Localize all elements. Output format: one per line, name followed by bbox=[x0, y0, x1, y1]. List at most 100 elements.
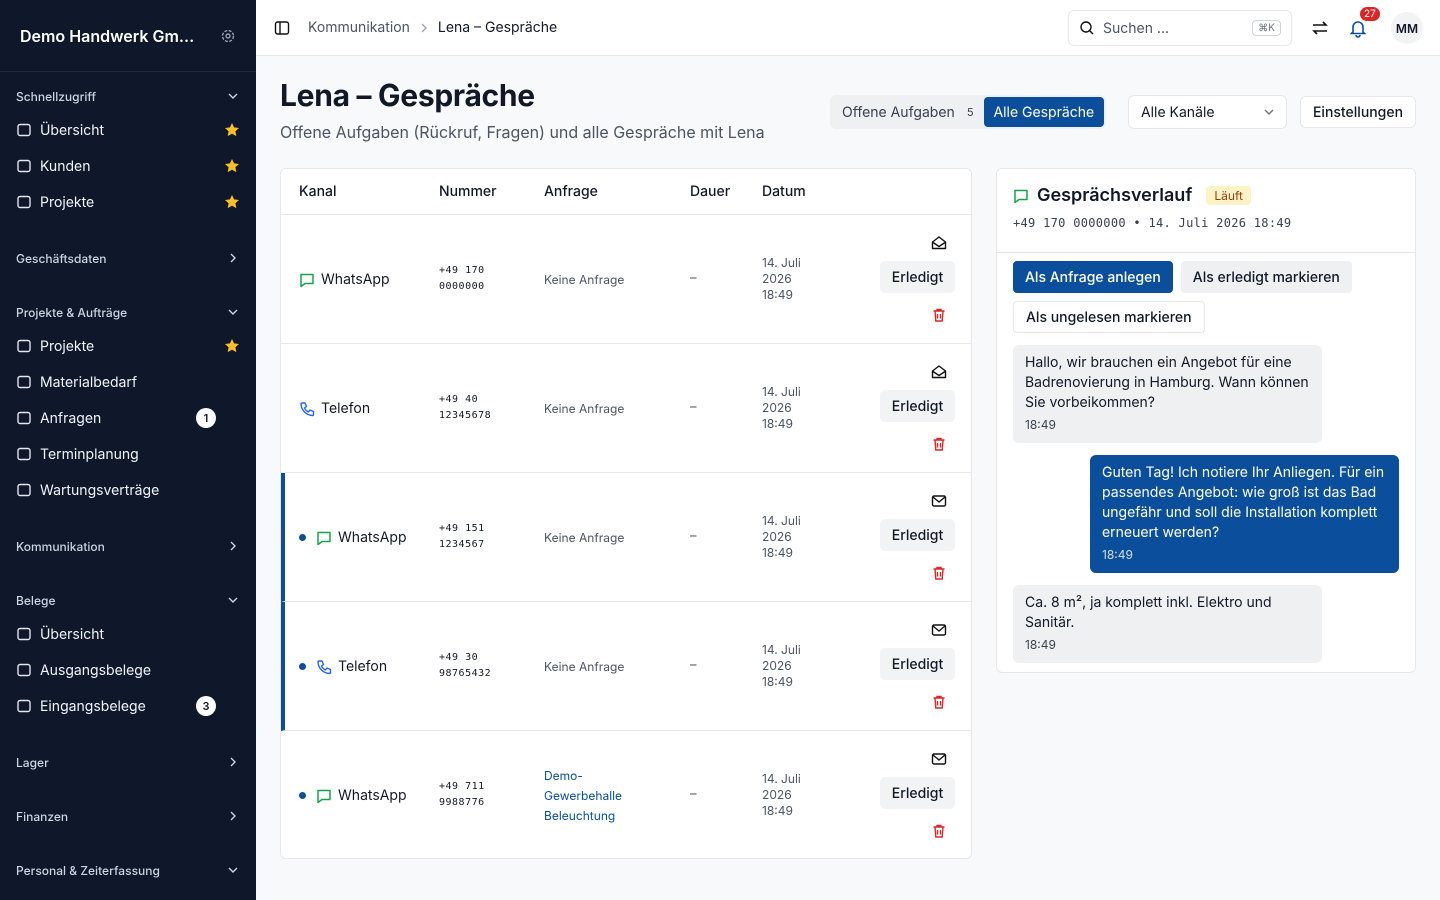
done-button[interactable]: Erledigt bbox=[880, 519, 955, 551]
nav-item[interactable]: Projekte bbox=[0, 328, 256, 364]
nav-icon bbox=[17, 699, 31, 713]
done-button[interactable]: Erledigt bbox=[880, 261, 955, 293]
request: Keine Anfrage bbox=[544, 529, 625, 545]
channel: Telefon bbox=[338, 658, 388, 675]
section-chevron bbox=[228, 597, 238, 603]
sidebar-toggle[interactable] bbox=[274, 20, 290, 36]
mail-icon[interactable] bbox=[931, 751, 947, 767]
tab[interactable]: Offene Aufgaben 5 bbox=[832, 97, 984, 127]
section-header[interactable]: Kommunikation bbox=[0, 530, 256, 562]
message: Ca. 8 m², ja komplett inkl. Elektro und … bbox=[1013, 585, 1322, 663]
section-chevron bbox=[230, 757, 236, 767]
delete-icon[interactable] bbox=[931, 565, 947, 581]
nav-item[interactable]: Terminplanung bbox=[0, 436, 256, 472]
table-row[interactable]: Telefon +49 30 98765432 Keine Anfrage – 14. … bbox=[281, 602, 971, 731]
nav-item[interactable]: Projekte bbox=[0, 184, 256, 220]
avatar[interactable]: MM bbox=[1391, 12, 1423, 44]
mail-icon[interactable] bbox=[931, 622, 947, 638]
channel: Telefon bbox=[321, 400, 371, 417]
notifications-icon[interactable] bbox=[1348, 18, 1368, 38]
mail-icon[interactable] bbox=[931, 364, 947, 380]
topbar: Kommunikation Lena – Gespräche Suchen ..… bbox=[256, 0, 1440, 56]
nav-section: Schnellzugriff Übersicht Kunden Projekte bbox=[0, 80, 256, 242]
table-row[interactable]: WhatsApp +49 711 9988776 Demo-Gewerbehalle… bbox=[281, 731, 971, 858]
nav-item[interactable]: Materialbedarf bbox=[0, 364, 256, 400]
table-row[interactable]: WhatsApp +49 151 1234567 Keine Anfrage – 14.… bbox=[281, 473, 971, 602]
nav-icon bbox=[17, 663, 31, 677]
table-header: Kanal Nummer Anfrage Dauer Datum bbox=[281, 169, 971, 215]
table-row[interactable]: Telefon +49 40 12345678 Keine Anfrage – 14. … bbox=[281, 344, 971, 473]
settings-icon[interactable] bbox=[220, 28, 236, 44]
request[interactable]: Demo-Gewerbehalle Beleuchtung bbox=[544, 767, 623, 823]
nav-item[interactable]: Übersicht bbox=[0, 616, 256, 652]
tab[interactable]: Alle Gespräche bbox=[983, 97, 1105, 127]
mail-icon[interactable] bbox=[931, 493, 947, 509]
section-header[interactable]: Schnellzugriff bbox=[0, 80, 256, 112]
company-header[interactable]: Demo Handwerk Gm... bbox=[0, 0, 256, 72]
section-header[interactable]: Personal & Zeiterfassung bbox=[0, 854, 256, 886]
nav-section: Finanzen bbox=[0, 800, 256, 854]
date: 14. Juli 2026 18:49 bbox=[762, 513, 801, 560]
channel-filter[interactable]: Alle Kanäle bbox=[1128, 95, 1287, 129]
done-button[interactable]: Erledigt bbox=[880, 390, 955, 422]
panel-action[interactable]: Als erledigt markieren bbox=[1180, 261, 1352, 293]
section-title: Schnellzugriff bbox=[16, 88, 97, 104]
star-icon bbox=[225, 123, 239, 137]
section-chevron bbox=[228, 867, 238, 873]
nav-item[interactable]: Anfragen 1 bbox=[0, 400, 256, 436]
message-time: 18:49 bbox=[1102, 547, 1133, 562]
number: +49 170 0000000 bbox=[439, 265, 485, 292]
table-body: WhatsApp +49 170 0000000 Keine Anfrage – 14.… bbox=[281, 215, 971, 858]
section-header[interactable]: Lager bbox=[0, 746, 256, 778]
section-chevron bbox=[230, 811, 236, 821]
status-badge: Läuft bbox=[1206, 186, 1251, 205]
nav-section: Belege Übersicht Ausgangsbelege Eingangsbel… bbox=[0, 584, 256, 746]
section-chevron bbox=[230, 541, 236, 551]
request: Keine Anfrage bbox=[544, 658, 625, 674]
nav-item[interactable]: Ausgangsbelege bbox=[0, 652, 256, 688]
nav-icon bbox=[17, 447, 31, 461]
delete-icon[interactable] bbox=[931, 694, 947, 710]
mail-icon[interactable] bbox=[931, 235, 947, 251]
nav-item[interactable]: Eingangsbelege 3 bbox=[0, 688, 256, 724]
channel-cell: Telefon bbox=[299, 602, 387, 731]
channel-icon bbox=[300, 401, 315, 416]
section-chevron bbox=[230, 253, 236, 263]
delete-icon[interactable] bbox=[931, 823, 947, 839]
breadcrumb-current: Lena – Gespräche bbox=[437, 19, 558, 36]
nav-icon bbox=[17, 195, 31, 209]
section-header[interactable]: Belege bbox=[0, 584, 256, 616]
delete-icon[interactable] bbox=[931, 436, 947, 452]
settings-button[interactable]: Einstellungen bbox=[1300, 96, 1416, 128]
duration: – bbox=[690, 657, 697, 673]
section-title: Projekte & Aufträge bbox=[16, 304, 128, 320]
nav-item[interactable]: Übersicht bbox=[0, 112, 256, 148]
breadcrumb-link[interactable]: Kommunikation bbox=[308, 19, 410, 36]
channel: WhatsApp bbox=[338, 529, 407, 546]
switch-icon[interactable] bbox=[1310, 18, 1330, 38]
section-header[interactable]: Geschäftsdaten bbox=[0, 242, 256, 274]
nav-badge: 1 bbox=[196, 408, 216, 428]
search-placeholder: Suchen ... bbox=[1103, 19, 1170, 37]
message: Hallo, wir brauchen ein Angebot für eine… bbox=[1013, 345, 1322, 443]
nav-item[interactable]: Kunden bbox=[0, 148, 256, 184]
section-header[interactable]: Finanzen bbox=[0, 800, 256, 832]
delete-icon[interactable] bbox=[931, 307, 947, 323]
date: 14. Juli 2026 18:49 bbox=[762, 384, 801, 431]
panel-action[interactable]: Als Anfrage anlegen bbox=[1013, 261, 1173, 293]
shortcut: ⌘K bbox=[1252, 20, 1281, 36]
nav-sections: Schnellzugriff Übersicht Kunden Projekte Ges… bbox=[0, 72, 256, 900]
table-row[interactable]: WhatsApp +49 170 0000000 Keine Anfrage – 14.… bbox=[281, 215, 971, 344]
done-button[interactable]: Erledigt bbox=[880, 648, 955, 680]
section-header[interactable]: Projekte & Aufträge bbox=[0, 296, 256, 328]
number: +49 711 9988776 bbox=[439, 781, 485, 808]
conversation-panel: Gesprächsverlauf Läuft +49 170 0000000 •… bbox=[996, 168, 1416, 673]
conversation-table: Kanal Nummer Anfrage Dauer Datum WhatsApp +49… bbox=[280, 168, 972, 859]
star-icon bbox=[225, 339, 239, 353]
sidebar: Demo Handwerk Gm... Schnellzugriff Übersi… bbox=[0, 0, 256, 900]
nav-item[interactable]: Wartungsverträge bbox=[0, 472, 256, 508]
done-button[interactable]: Erledigt bbox=[880, 777, 955, 809]
panel-header: Gesprächsverlauf Läuft +49 170 0000000 •… bbox=[997, 169, 1415, 253]
panel-action[interactable]: Als ungelesen markieren bbox=[1013, 301, 1205, 333]
search-box[interactable]: Suchen ... ⌘K bbox=[1068, 10, 1292, 46]
